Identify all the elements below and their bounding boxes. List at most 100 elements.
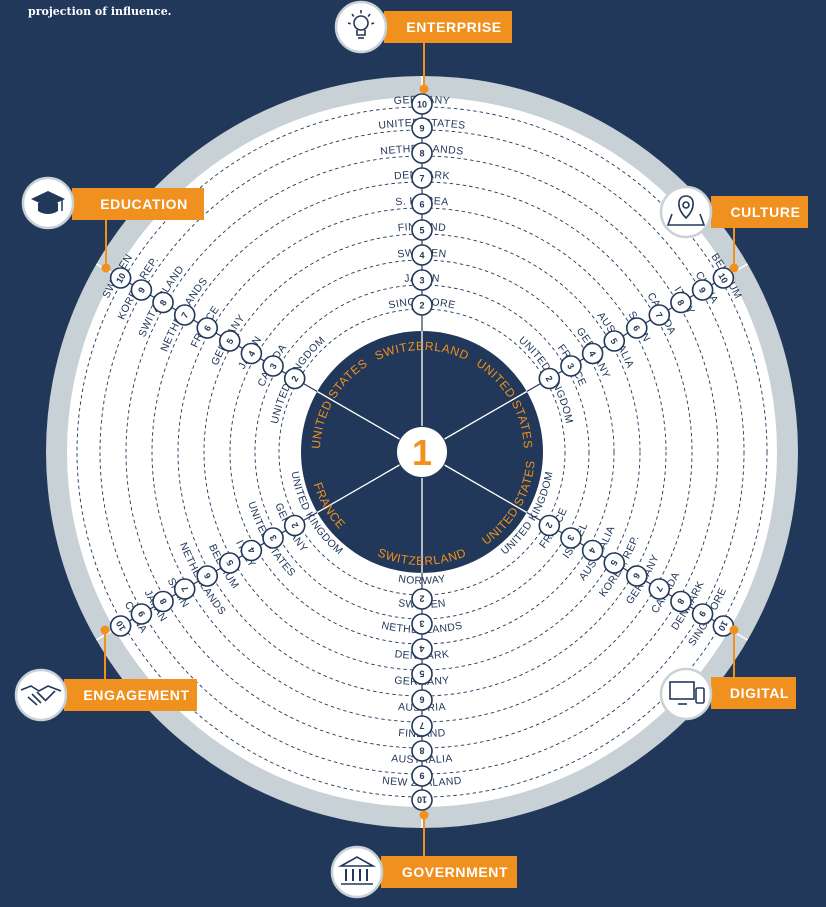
- rank-dot-spoke-3-rank-5: 5: [218, 552, 241, 574]
- svg-text:8: 8: [158, 597, 169, 606]
- rank-dot-spoke-6-rank-6: 6: [625, 317, 648, 339]
- rank-dot-spoke-6-rank-2: 2: [538, 367, 561, 390]
- rank-dot-spoke-6-rank-5: 5: [603, 330, 626, 352]
- svg-text:5: 5: [224, 336, 235, 345]
- rank-dot-spoke-2-rank-9: 9: [411, 765, 433, 787]
- rank-dot-spoke-4-rank-5: 5: [218, 330, 241, 352]
- rank-dot-spoke-4-rank-7: 7: [173, 304, 196, 326]
- svg-text:9: 9: [697, 609, 708, 618]
- rank-ring-2: [278, 308, 566, 596]
- svg-text:7: 7: [653, 584, 664, 593]
- government-building-icon: [337, 856, 377, 885]
- svg-text:5: 5: [224, 558, 235, 567]
- rank-dot-spoke-5-rank-10: 10: [411, 93, 433, 115]
- rank-dot-spoke-3-rank-2: 2: [283, 514, 306, 537]
- rank-dot-spoke-5-rank-2: 2: [411, 294, 433, 316]
- center-divider: [444, 464, 528, 514]
- country-label-government-rank-2: NORWAY: [397, 573, 446, 587]
- center-divider: [444, 390, 528, 440]
- rank-dot-spoke-1-rank-3: 3: [560, 527, 582, 549]
- intro-text: projection of influence.: [28, 5, 172, 18]
- svg-text:5: 5: [608, 558, 619, 567]
- rank-dot-spoke-6-rank-8: 8: [670, 291, 692, 314]
- label-box-digital: [711, 677, 796, 709]
- rank-dot-spoke-3-rank-10: 10: [109, 615, 132, 637]
- connector-dot-digital: [729, 625, 739, 635]
- rank-dot-spoke-4-rank-10: 10: [109, 267, 132, 289]
- rank-dot-spoke-3-rank-8: 8: [152, 590, 174, 613]
- rank-dot-spoke-4-rank-8: 8: [152, 291, 174, 314]
- svg-text:2: 2: [289, 374, 300, 383]
- rank-dot-spoke-2-rank-5: 5: [411, 663, 433, 685]
- svg-text:7: 7: [179, 584, 190, 593]
- rank-dot-spoke-5-rank-8: 8: [411, 142, 433, 164]
- rank-dot-spoke-6-rank-3: 3: [560, 355, 582, 377]
- connector-dot-culture: [729, 263, 739, 273]
- rank-dot-spoke-5-rank-9: 9: [411, 117, 433, 139]
- rank-ring-5: [203, 233, 641, 671]
- svg-text:4: 4: [419, 250, 424, 260]
- svg-text:10: 10: [114, 271, 128, 285]
- svg-text:8: 8: [675, 597, 686, 606]
- spoke-line: [120, 511, 318, 627]
- rank-dot-spoke-1-rank-8: 8: [670, 590, 692, 613]
- icon-circle-culture: [659, 185, 713, 239]
- svg-text:5: 5: [419, 669, 424, 679]
- label-enterprise: ENTERPRISE: [406, 19, 501, 35]
- svg-text:6: 6: [202, 323, 213, 332]
- svg-text:6: 6: [419, 199, 424, 209]
- rank-dot-spoke-5-rank-5: 5: [411, 219, 433, 241]
- computer-devices-icon: [669, 681, 705, 705]
- svg-text:3: 3: [565, 361, 576, 370]
- svg-text:6: 6: [202, 571, 213, 580]
- graduation-cap-icon: [31, 191, 65, 214]
- rank-dot-spoke-2-rank-6: 6: [411, 689, 433, 711]
- spoke-line: [526, 277, 724, 393]
- svg-text:9: 9: [697, 285, 708, 294]
- label-government: GOVERNMENT: [402, 864, 508, 880]
- label-box-education: [72, 188, 204, 220]
- svg-text:7: 7: [419, 173, 424, 183]
- rank-dot-spoke-2-rank-2: 2: [411, 588, 433, 610]
- svg-text:9: 9: [136, 285, 147, 294]
- svg-text:6: 6: [631, 323, 642, 332]
- svg-text:5: 5: [608, 336, 619, 345]
- label-culture: CULTURE: [730, 204, 800, 220]
- svg-text:10: 10: [417, 99, 427, 109]
- label-box-enterprise: [384, 11, 512, 43]
- svg-text:2: 2: [543, 374, 554, 383]
- handshake-icon: [20, 685, 62, 706]
- rank-dot-spoke-3-rank-9: 9: [130, 603, 153, 625]
- svg-text:3: 3: [419, 275, 424, 285]
- spoke-line: [120, 277, 318, 393]
- rank-dot-spoke-4-rank-4: 4: [240, 342, 263, 365]
- icon-circle-enterprise: [334, 0, 388, 54]
- connector-dot-engagement: [100, 625, 110, 635]
- rank-dot-spoke-1-rank-2: 2: [538, 514, 561, 537]
- rank-dot-spoke-4-rank-2: 2: [283, 367, 306, 390]
- label-education: EDUCATION: [100, 196, 188, 212]
- svg-text:9: 9: [419, 771, 424, 781]
- label-box-government: [381, 856, 517, 888]
- rank-dot-spoke-6-rank-10: 10: [712, 267, 735, 289]
- label-engagement: ENGAGEMENT: [83, 687, 189, 703]
- rank-dot-spoke-1-rank-9: 9: [691, 603, 714, 625]
- callout-education: EDUCATION: [21, 176, 204, 273]
- rank-dot-spoke-6-rank-4: 4: [581, 342, 604, 365]
- svg-text:4: 4: [246, 349, 257, 358]
- map-pin-icon: [666, 195, 706, 226]
- rank-dot-spoke-2-rank-3: 3: [411, 613, 433, 635]
- rank-dot-spoke-5-rank-6: 6: [411, 193, 433, 215]
- rank-dot-spoke-5-rank-7: 7: [411, 167, 433, 189]
- rank-dot-spoke-1-rank-6: 6: [625, 565, 648, 587]
- svg-text:2: 2: [289, 521, 300, 530]
- svg-text:4: 4: [419, 644, 424, 654]
- connector-dot-government: [419, 810, 429, 820]
- rank-dot-spoke-2-rank-4: 4: [411, 638, 433, 660]
- svg-text:8: 8: [419, 148, 424, 158]
- svg-text:6: 6: [631, 571, 642, 580]
- rank-dot-spoke-2-rank-8: 8: [411, 740, 433, 762]
- lightbulb-icon: [347, 10, 375, 39]
- svg-text:4: 4: [587, 546, 598, 555]
